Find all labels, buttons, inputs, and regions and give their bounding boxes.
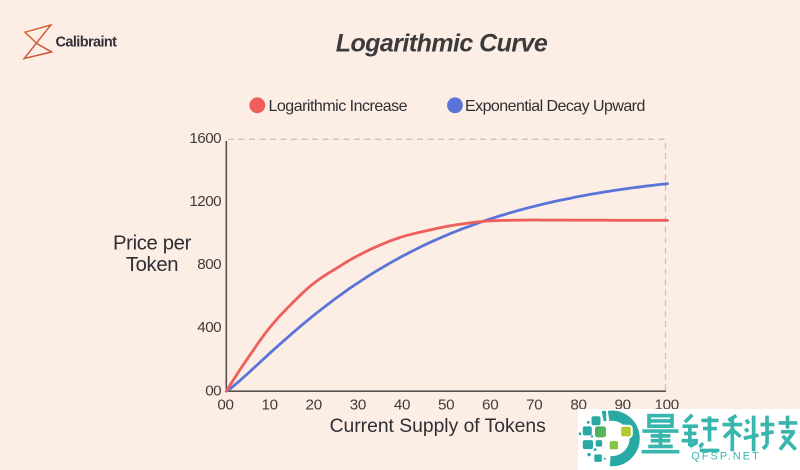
svg-text:Logarithmic Curve: Logarithmic Curve [336,29,548,57]
svg-text:Exponential Decay Upward: Exponential Decay Upward [465,98,645,115]
svg-text:Logarithmic Increase: Logarithmic Increase [269,98,408,115]
svg-text:QFSP.NET: QFSP.NET [691,451,761,463]
svg-text:Current Supply of Tokens: Current Supply of Tokens [330,416,546,437]
svg-text:400: 400 [197,319,221,336]
svg-text:60: 60 [482,397,498,414]
svg-text:00: 00 [217,397,233,414]
svg-text:70: 70 [526,397,542,414]
svg-text:10: 10 [261,397,277,414]
svg-text:800: 800 [197,256,221,273]
svg-text:Token: Token [126,254,178,276]
svg-text:1200: 1200 [189,193,221,210]
svg-text:Calibraint: Calibraint [56,35,118,51]
svg-text:40: 40 [394,397,410,414]
svg-text:1600: 1600 [189,130,221,147]
svg-text:50: 50 [438,397,454,414]
svg-text:30: 30 [350,397,366,414]
svg-text:20: 20 [306,397,322,414]
svg-text:00: 00 [205,382,221,399]
svg-text:Price per: Price per [113,232,192,254]
